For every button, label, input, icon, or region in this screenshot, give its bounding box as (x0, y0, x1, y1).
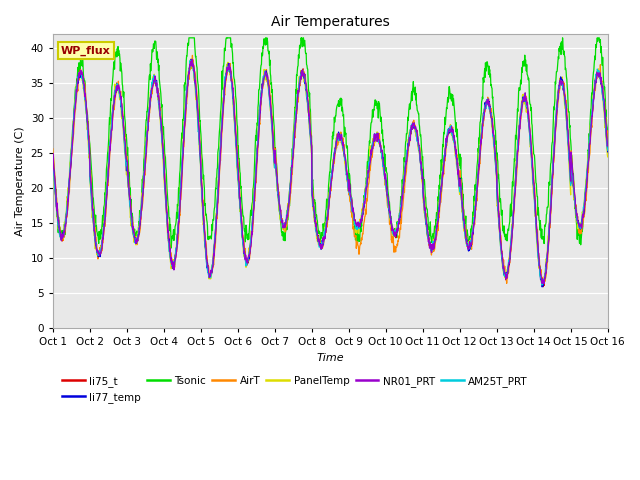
Title: Air Temperatures: Air Temperatures (271, 15, 390, 29)
Legend: li75_t, li77_temp, Tsonic, AirT, PanelTemp, NR01_PRT, AM25T_PRT: li75_t, li77_temp, Tsonic, AirT, PanelTe… (58, 372, 532, 407)
Text: WP_flux: WP_flux (61, 46, 111, 56)
X-axis label: Time: Time (316, 353, 344, 363)
Y-axis label: Air Temperature (C): Air Temperature (C) (15, 127, 25, 236)
